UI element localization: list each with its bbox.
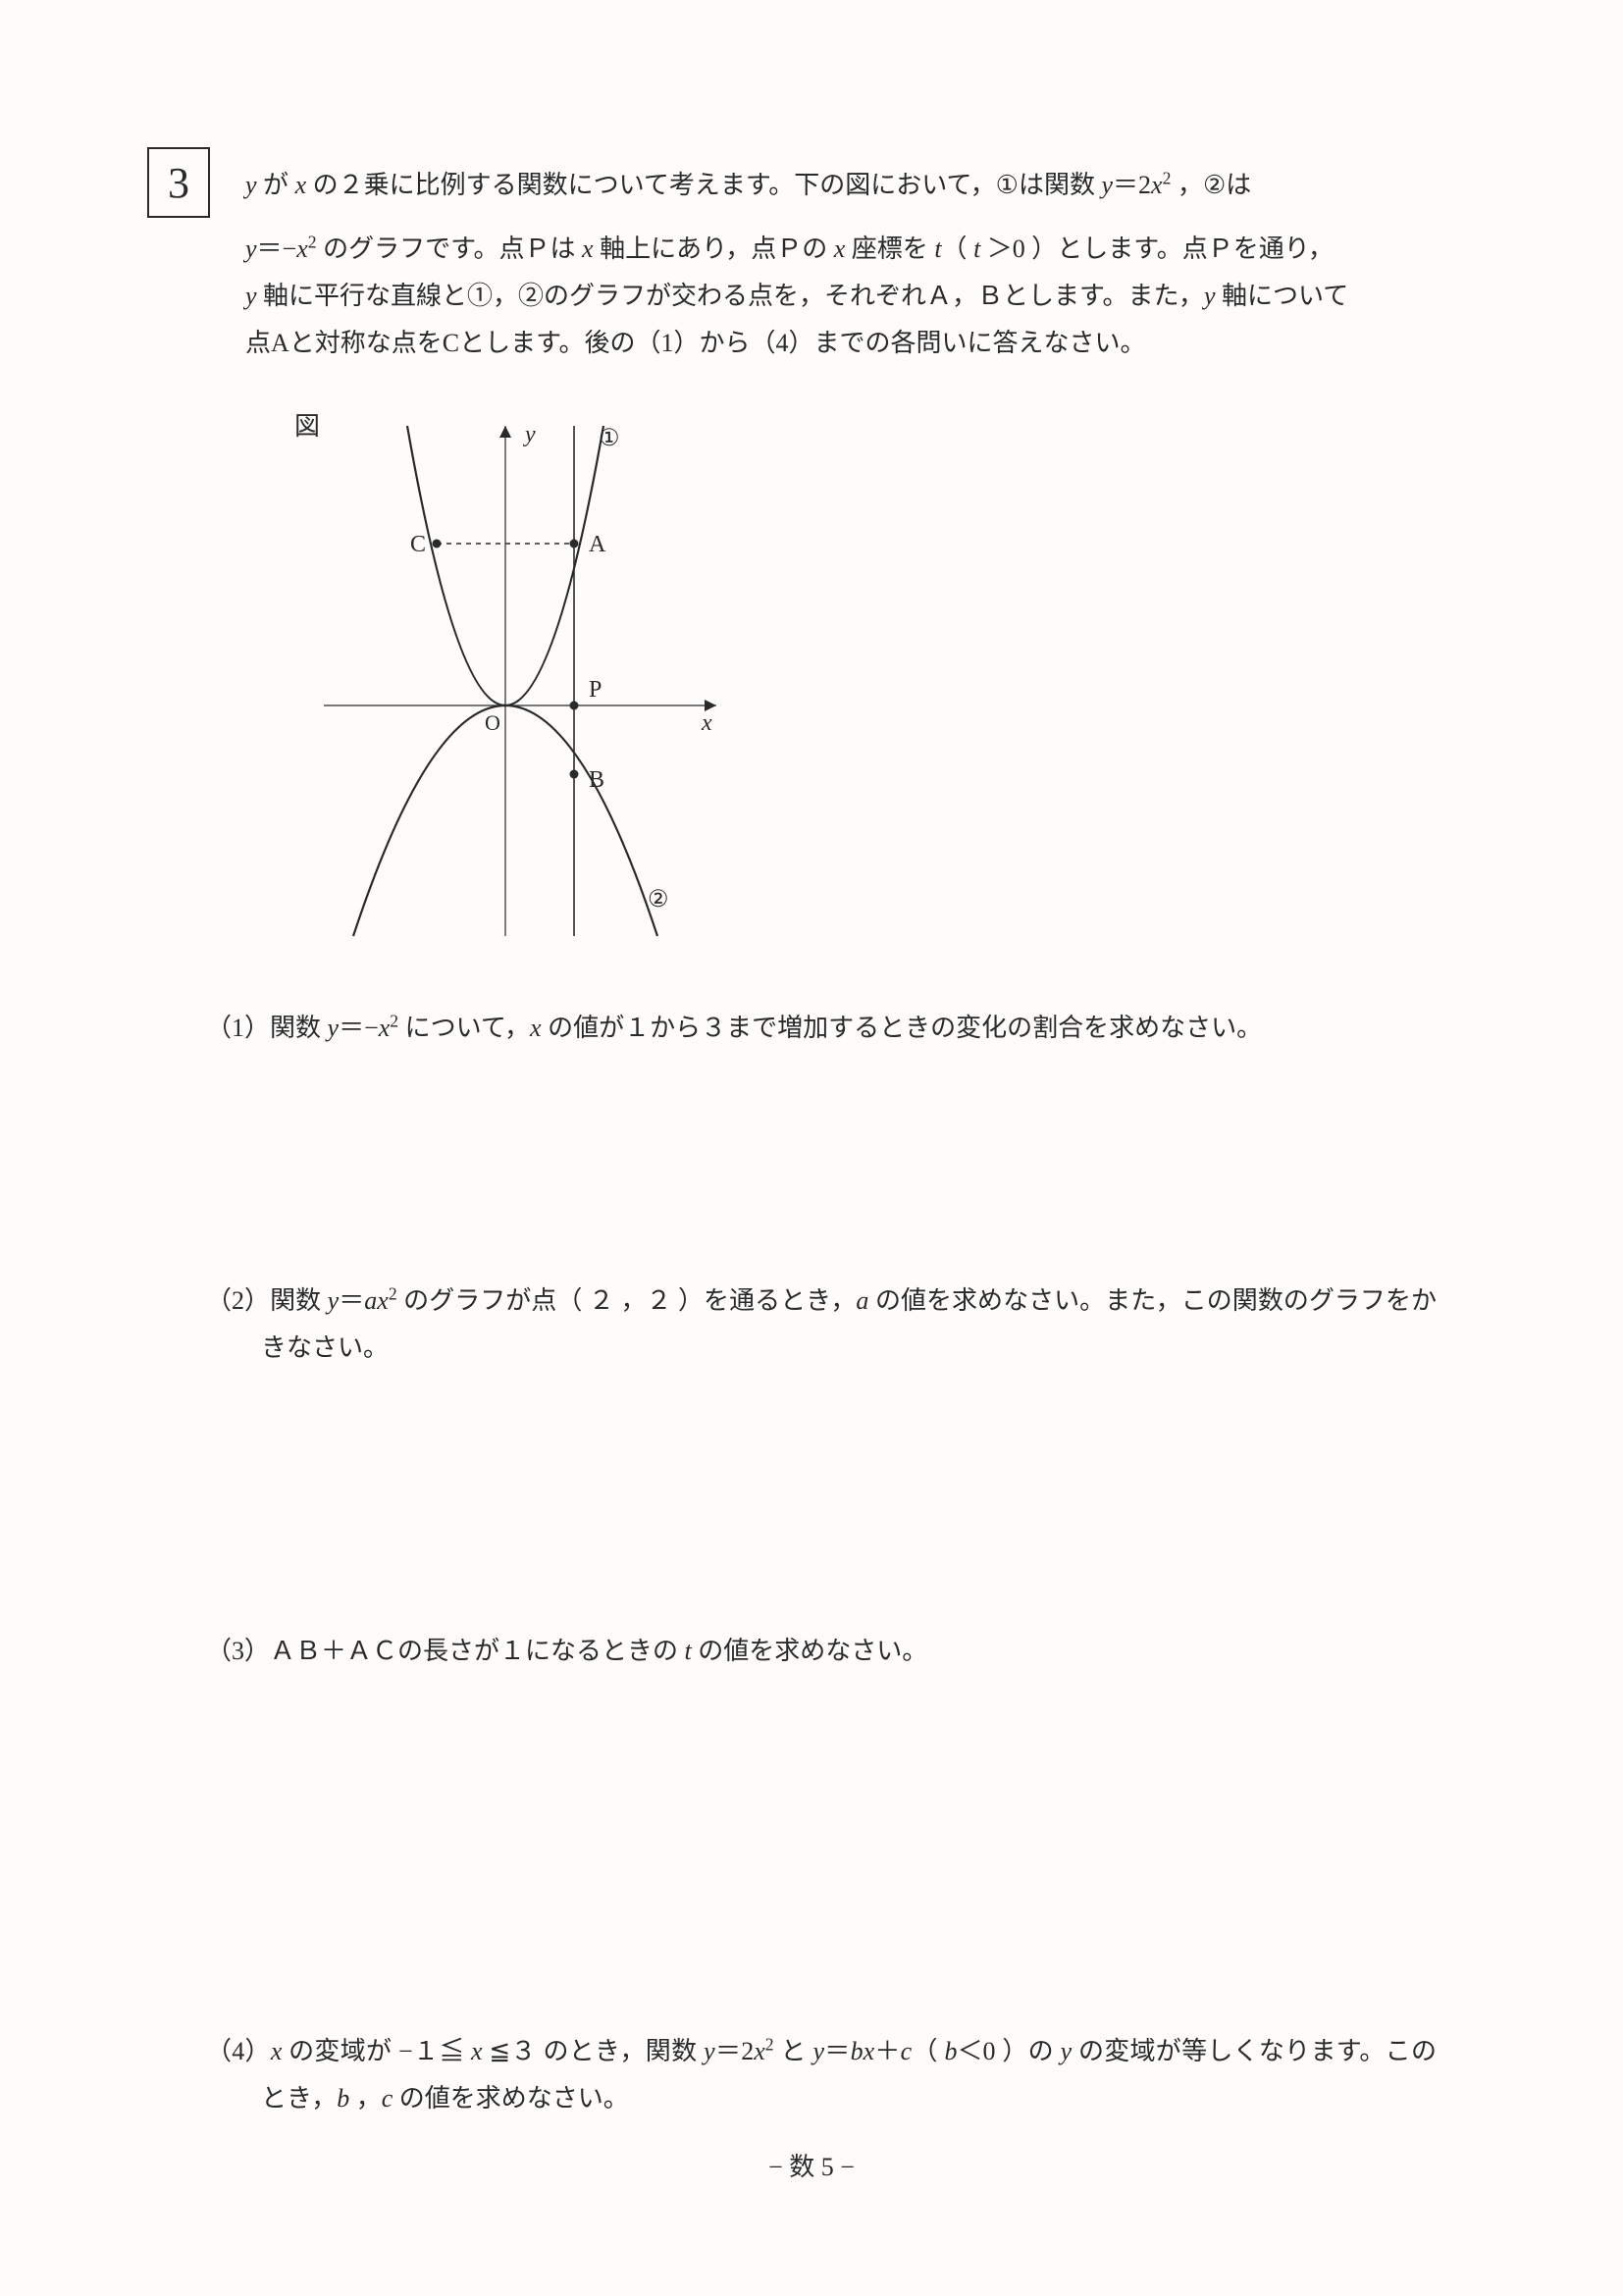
curve-1-label: ① [599,425,620,451]
point-b-dot [570,770,579,779]
page-footer: − 数 5 − [0,2147,1623,2183]
figure-label: 図 [294,406,320,443]
point-p-dot [570,702,579,710]
problem-header: 3 y が x の２乗に比例する関数について考えます。下の図において，①は関数 … [147,147,1476,218]
y-axis-arrow-icon [499,426,511,438]
curve-2-label: ② [648,886,669,913]
point-c-dot [433,540,442,548]
problem-number-box: 3 [147,147,210,218]
y-axis-label: y [523,422,536,447]
problem-number: 3 [168,158,189,208]
label-p: P [589,677,602,703]
question-4: （4）x の変域が −１≦ x ≦３ のとき，関数 y＝2x2 と y＝bx＋c… [206,2028,1437,2122]
question-2: （2）関数 y＝ax2 のグラフが点（ ２ ，２ ）を通るとき，a の値を求めな… [206,1278,1437,1372]
label-a: A [589,532,606,557]
graph-svg: y x O A C P B ① ② [304,416,756,946]
x-axis-label: x [701,710,712,736]
point-a-dot [570,540,579,548]
var-y: y [245,171,263,199]
label-b: B [589,767,604,793]
var-x: x [295,171,313,199]
circled-1: ① [996,170,1019,199]
origin-label: O [485,710,500,735]
intro-line-4: 点Aと対称な点をCとします。後の（1）から（4）までの各問いに答えなさい。 [245,320,1476,367]
question-1: （1）関数 y＝−x2 について，x の値が１から３まで増加するときの変化の割合… [206,1005,1437,1052]
circled-2: ② [1203,170,1226,199]
intro-line-1: y が x の２乗に比例する関数について考えます。下の図において，①は関数 y＝… [245,161,1251,209]
figure-block: 図 y x O A C P B ① ② [304,416,1476,951]
label-c: C [410,532,426,557]
intro-line-3: y y 軸に平行な直線と①，②のグラフが交わる点を，それぞれA，Bとします。また… [245,273,1476,320]
intro-line-2: y＝−x2 のグラフです。点Ｐは x 軸上にあり，点Ｐの x 座標を t（ t … [245,226,1476,273]
question-3: （3）ＡＢ＋ＡＣの長さが１になるときの t の値を求めなさい。 [206,1628,1437,1675]
